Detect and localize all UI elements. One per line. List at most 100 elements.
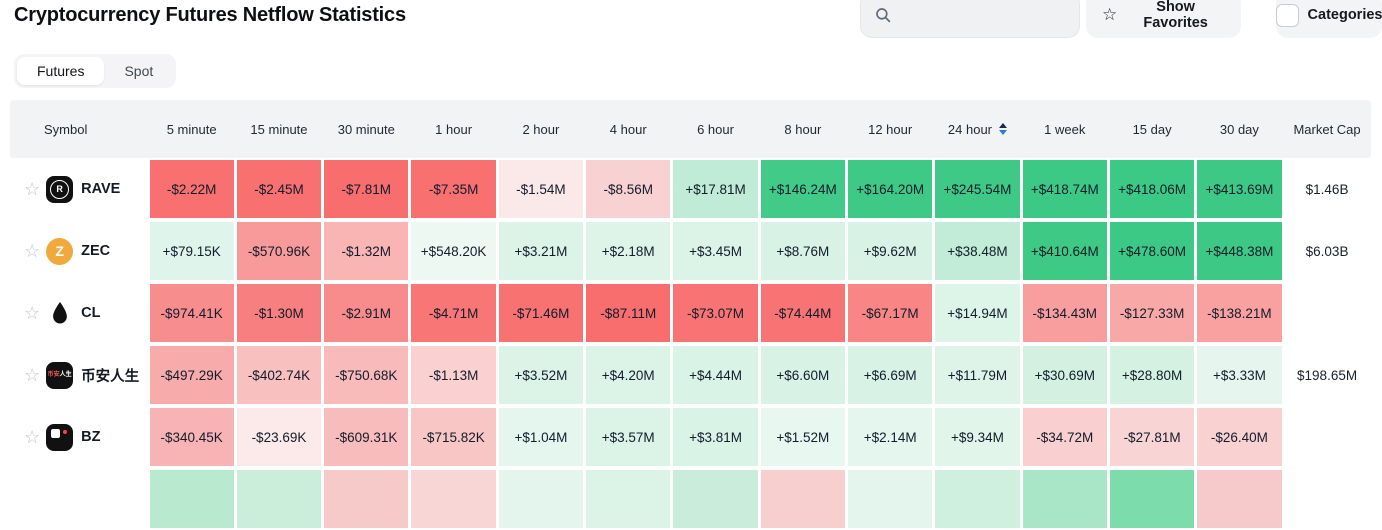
netflow-value: +$9.62M (848, 222, 933, 280)
netflow-cell (148, 468, 236, 530)
netflow-cell (671, 468, 760, 530)
binance-life-coin-icon: 币安人生 (46, 361, 74, 389)
favorite-star-icon[interactable]: ☆ (24, 365, 41, 385)
netflow-value: +$4.44M (673, 346, 758, 404)
netflow-cell (497, 468, 585, 530)
categories-checkbox[interactable] (1275, 3, 1299, 27)
symbol-label: ZEC (81, 243, 111, 259)
column-header-15-minute[interactable]: 15 minute (235, 122, 322, 137)
netflow-value: +$6.60M (760, 346, 845, 404)
netflow-cell: -$715.82K (409, 406, 498, 468)
netflow-cell (409, 468, 498, 530)
netflow-cell: +$8.76M (759, 220, 847, 282)
column-header-label: 12 hour (868, 121, 913, 137)
netflow-cell: +$410.64M (1021, 220, 1109, 282)
column-header-market-cap[interactable]: Market Cap (1283, 122, 1371, 137)
symbol-cell: ☆ R RAVE (10, 158, 148, 220)
tab-futures[interactable]: Futures (17, 57, 105, 85)
netflow-value: +$9.34M (935, 408, 1020, 466)
netflow-cell (933, 468, 1022, 530)
symbol-label: 币安人生 (81, 368, 140, 385)
coin-text: 币安人生 (47, 372, 72, 378)
table-row: ☆ R RAVE -$2.22M -$2.45M -$7.81M -$7.35M -$1.54… (10, 158, 1372, 220)
column-header-1-week[interactable]: 1 week (1021, 122, 1108, 137)
netflow-value (673, 470, 758, 528)
column-header-4-hour[interactable]: 4 hour (585, 122, 672, 137)
symbol-cell (10, 468, 148, 530)
favorite-star-icon[interactable]: ☆ (24, 303, 41, 323)
netflow-value: -$74.44M (760, 284, 845, 342)
netflow-cell: +$548.20K (409, 220, 498, 282)
column-header-label: 30 minute (337, 121, 395, 137)
netflow-cell: +$4.20M (584, 344, 672, 406)
netflow-value (149, 470, 234, 528)
netflow-value: -$1.13M (411, 346, 496, 404)
favorite-star-icon[interactable]: ☆ (24, 241, 41, 261)
column-header-label: 6 hour (697, 121, 734, 137)
netflow-cell: +$418.06M (1108, 158, 1196, 220)
favorite-star-icon[interactable]: ☆ (24, 179, 41, 199)
netflow-cell: +$3.33M (1195, 344, 1284, 406)
netflow-cell: -$497.29K (148, 344, 236, 406)
netflow-cell: +$2.18M (584, 220, 672, 282)
netflow-cell: +$17.81M (671, 158, 760, 220)
symbol-label: RAVE (81, 181, 121, 197)
netflow-value: -$2.22M (149, 160, 234, 218)
netflow-cell: +$4.44M (671, 344, 760, 406)
column-header-2-hour[interactable]: 2 hour (497, 122, 584, 137)
search-input[interactable] (860, 0, 1080, 38)
column-header-label: 4 hour (609, 121, 647, 137)
tab-spot[interactable]: Spot (124, 63, 154, 79)
netflow-cell: +$3.81M (671, 406, 760, 468)
netflow-cell: +$79.15K (148, 220, 236, 282)
column-header-24-hour[interactable]: 24 hour (934, 122, 1021, 137)
netflow-cell: +$413.69M (1195, 158, 1284, 220)
symbol-label: BZ (81, 429, 101, 445)
netflow-cell: -$1.32M (322, 220, 410, 282)
column-header-symbol[interactable]: Symbol (10, 122, 148, 137)
netflow-cell: +$1.52M (759, 406, 847, 468)
market-cap-cell (1283, 282, 1372, 344)
netflow-value: -$134.43M (1022, 284, 1107, 342)
netflow-cell: +$3.52M (497, 344, 585, 406)
column-header-1-hour[interactable]: 1 hour (410, 122, 497, 137)
netflow-cell: -$1.30M (235, 282, 323, 344)
column-header-label: 30 day (1219, 121, 1259, 137)
column-header-15-day[interactable]: 15 day (1108, 122, 1195, 137)
netflow-value (586, 470, 671, 528)
column-header-12-hour[interactable]: 12 hour (847, 122, 934, 137)
table-row: ☆ Z ZEC +$79.15K -$570.96K -$1.32M +$548.20K +$… (10, 220, 1372, 282)
netflow-value: -$570.96K (236, 222, 322, 280)
search-icon (876, 8, 891, 23)
categories-button[interactable]: Categories (1275, 0, 1382, 38)
netflow-cell: +$38.48M (933, 220, 1022, 282)
netflow-value: -$2.91M (324, 284, 409, 342)
column-header-6-hour[interactable]: 6 hour (672, 122, 759, 137)
symbol-cell: ☆ 币安人生 币安人生 (10, 344, 148, 406)
netflow-cell (1021, 468, 1109, 530)
netflow-value (324, 470, 409, 528)
netflow-cell: -$134.43M (1021, 282, 1109, 344)
market-cap-cell (1283, 406, 1372, 468)
column-header-30-day[interactable]: 30 day (1196, 122, 1283, 137)
netflow-cell: -$23.69K (235, 406, 323, 468)
favorite-star-icon[interactable]: ☆ (24, 427, 41, 447)
netflow-value (848, 470, 933, 528)
netflow-cell: -$71.46M (497, 282, 585, 344)
column-header-30-minute[interactable]: 30 minute (323, 122, 410, 137)
sort-icon[interactable] (999, 122, 1008, 136)
show-favorites-button[interactable]: ☆ Show Favorites (1086, 0, 1241, 38)
sort-descending-arrow-icon (999, 130, 1008, 136)
netflow-value: +$3.33M (1197, 346, 1282, 404)
netflow-value: +$17.81M (673, 160, 758, 218)
column-header-8-hour[interactable]: 8 hour (759, 122, 846, 137)
netflow-value: -$67.17M (848, 284, 933, 342)
bz-coin-icon (46, 423, 74, 451)
netflow-value: -$34.72M (1022, 408, 1107, 466)
netflow-cell (759, 468, 847, 530)
netflow-value: +$14.94M (935, 284, 1020, 342)
table-body: ☆ R RAVE -$2.22M -$2.45M -$7.81M -$7.35M -$1.54… (10, 158, 1372, 530)
netflow-value: +$2.18M (586, 222, 671, 280)
column-header-5-minute[interactable]: 5 minute (148, 122, 235, 137)
netflow-cell: +$3.45M (671, 220, 760, 282)
